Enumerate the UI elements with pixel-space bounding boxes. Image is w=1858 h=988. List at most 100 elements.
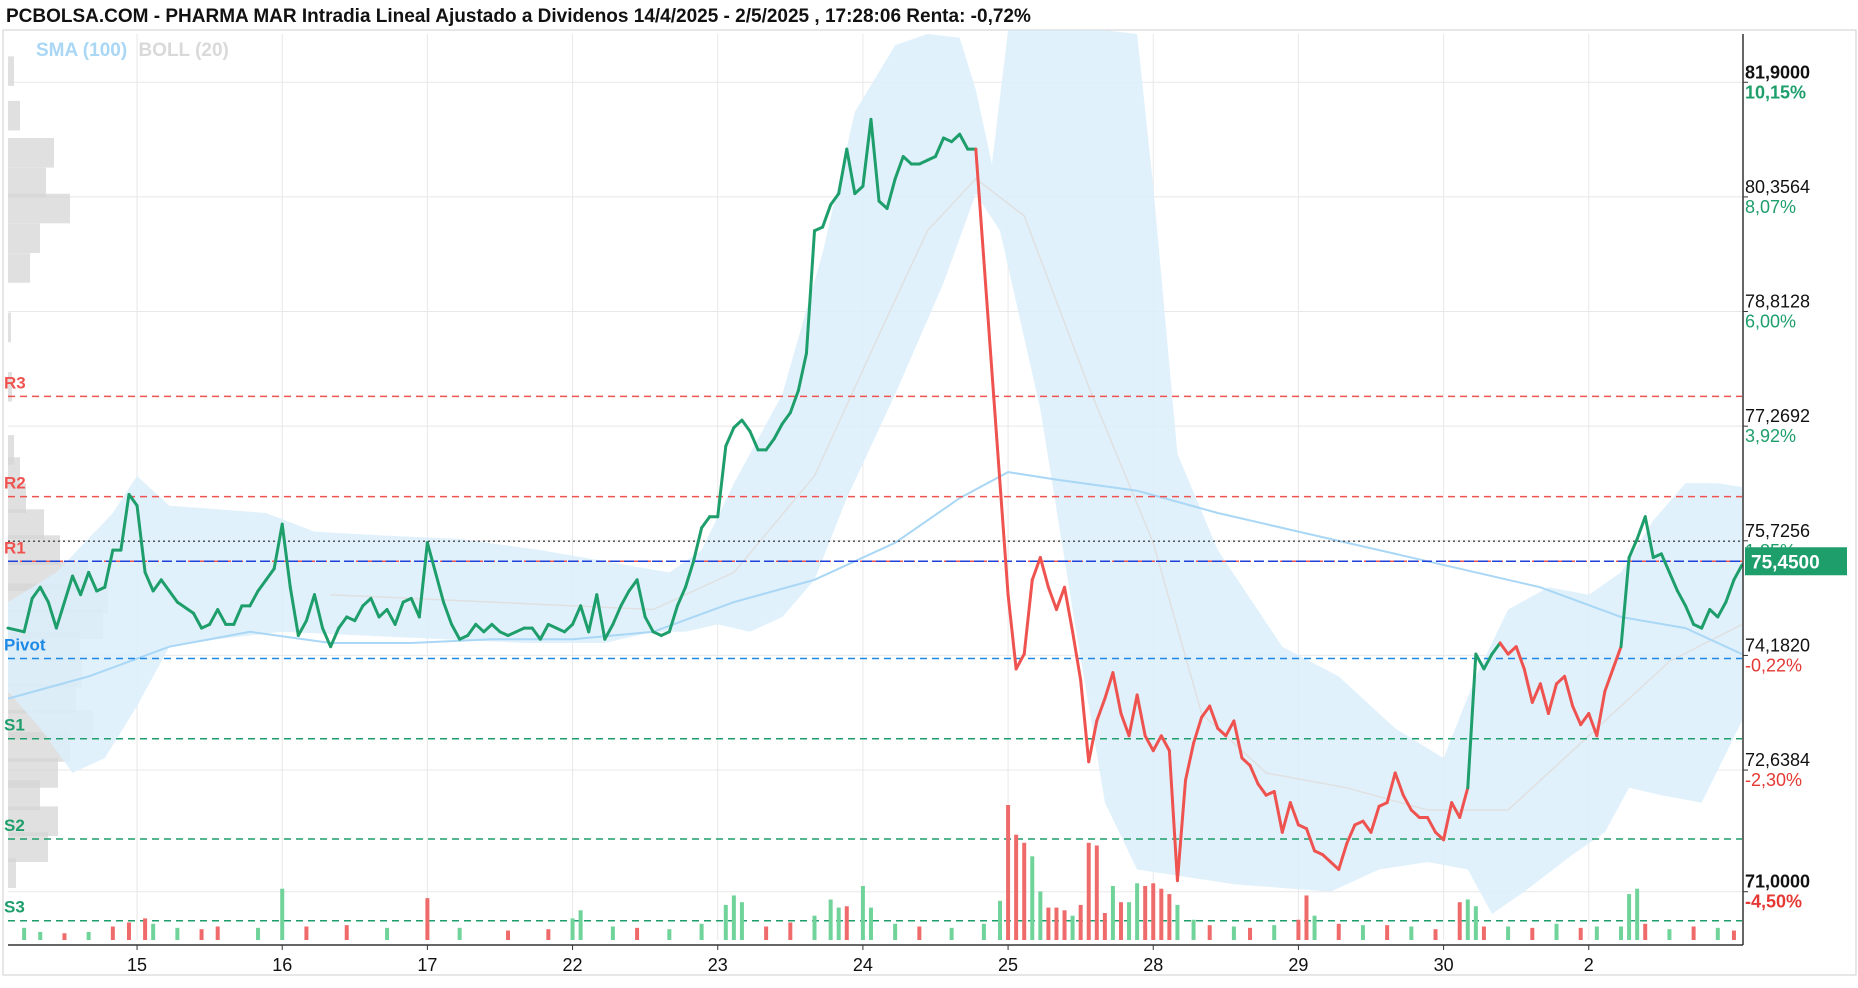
legend-sma[interactable]: SMA (100) xyxy=(36,40,128,61)
volume-bar xyxy=(1457,902,1462,940)
price-segment xyxy=(1135,693,1147,738)
volume-profile-bar xyxy=(8,223,40,254)
volume-bar xyxy=(723,904,728,940)
price-segment xyxy=(1506,645,1518,656)
price-segment xyxy=(1337,841,1349,871)
price-segment xyxy=(393,600,405,626)
volume-bar xyxy=(1433,929,1438,940)
price-segment xyxy=(1159,734,1171,753)
volume-bar xyxy=(1191,919,1196,940)
last-price-label: 75,4500 xyxy=(1751,552,1820,573)
volume-bar xyxy=(1296,919,1301,940)
volume-bar xyxy=(1086,842,1091,940)
volume-bar xyxy=(1465,899,1470,940)
volume-bar xyxy=(1385,925,1390,940)
price-segment xyxy=(1675,589,1688,608)
volume-profile-bar xyxy=(8,56,14,86)
price-segment xyxy=(796,351,808,392)
price-segment xyxy=(296,619,308,638)
volume-bar xyxy=(1054,907,1059,940)
price-segment xyxy=(1167,749,1179,883)
volume-bar xyxy=(828,899,833,940)
bollinger-band xyxy=(8,30,1742,915)
price-segment xyxy=(764,437,776,452)
price-segment xyxy=(1587,712,1599,738)
volume-bar xyxy=(1167,894,1172,940)
price-segment xyxy=(1732,563,1744,582)
price-segment xyxy=(1425,815,1438,834)
price-segment xyxy=(530,626,542,641)
price-segment xyxy=(1482,652,1494,671)
price-segment xyxy=(1546,682,1559,715)
y-tick-pct: -0,22% xyxy=(1745,655,1802,675)
volume-bar xyxy=(1635,888,1640,940)
price-segment xyxy=(675,585,687,608)
price-segment xyxy=(1288,801,1300,827)
volume-profile-bar xyxy=(8,193,70,224)
price-segment xyxy=(950,132,962,144)
price-segment xyxy=(1667,570,1679,593)
price-segment xyxy=(1095,697,1107,723)
price-segment xyxy=(724,426,736,448)
volume-profile-bar xyxy=(8,832,48,862)
chart-frame xyxy=(2,29,1857,976)
price-segment xyxy=(829,192,841,207)
price-segment xyxy=(1530,682,1542,704)
legend-boll[interactable]: BOLL (20) xyxy=(138,40,229,61)
y-tick-label: 81,9000 xyxy=(1745,62,1810,82)
price-segment xyxy=(885,177,897,211)
price-segment xyxy=(1046,585,1058,612)
y-tick-label: 80,3564 xyxy=(1745,177,1810,197)
price-segment xyxy=(901,155,913,166)
price-segment xyxy=(208,608,220,626)
price-segment xyxy=(1248,763,1260,786)
price-segment xyxy=(280,522,292,589)
price-segment xyxy=(175,600,195,615)
price-segment xyxy=(1635,515,1647,541)
volume-bar xyxy=(731,895,736,940)
price-segment xyxy=(1700,608,1712,630)
volume-profile-bar xyxy=(8,806,58,836)
y-tick-pct: 3,92% xyxy=(1745,426,1796,446)
price-segment xyxy=(1232,719,1244,760)
y-tick-label: 71,0000 xyxy=(1745,872,1810,892)
volume-profile-bar xyxy=(8,780,40,810)
x-tick-label: 29 xyxy=(1288,955,1308,975)
price-segment xyxy=(442,600,454,626)
price-segment xyxy=(1329,860,1341,871)
price-segment xyxy=(1184,741,1196,782)
volume-bar xyxy=(1643,923,1648,940)
volume-bar xyxy=(1135,883,1140,940)
volume-profile-bar xyxy=(8,509,44,539)
price-segment xyxy=(103,548,115,589)
price-segment xyxy=(433,570,446,604)
pivot-label-s3: S3 xyxy=(4,898,25,917)
x-tick-label: 25 xyxy=(998,955,1018,975)
price-segment xyxy=(87,570,99,593)
volume-bar xyxy=(199,929,204,940)
price-segment xyxy=(1079,678,1091,764)
price-segment xyxy=(1450,801,1462,819)
volume-bar xyxy=(506,930,511,940)
price-segment xyxy=(821,203,833,229)
price-segment xyxy=(321,626,333,649)
price-segment xyxy=(1442,801,1454,842)
chart-title: PCBOLSA.COM - PHARMA MAR Intradia Lineal… xyxy=(6,6,1031,27)
price-segment xyxy=(853,184,865,196)
sma-100-line xyxy=(7,471,1743,700)
volume-bar xyxy=(1248,927,1253,940)
price-segment xyxy=(71,574,83,597)
volume-bar xyxy=(22,927,27,940)
price-segment xyxy=(385,608,397,626)
price-segment xyxy=(62,574,75,604)
x-tick-label: 24 xyxy=(853,955,873,975)
volume-bar xyxy=(175,927,180,940)
price-segment xyxy=(1708,608,1720,619)
price-segment xyxy=(30,585,42,600)
y-tick-label: 72,6384 xyxy=(1745,750,1810,770)
volume-profile-bar xyxy=(8,535,60,565)
x-tick-label: 2 xyxy=(1584,955,1594,975)
volume-bar xyxy=(1272,925,1277,940)
volume-bar xyxy=(981,923,986,940)
